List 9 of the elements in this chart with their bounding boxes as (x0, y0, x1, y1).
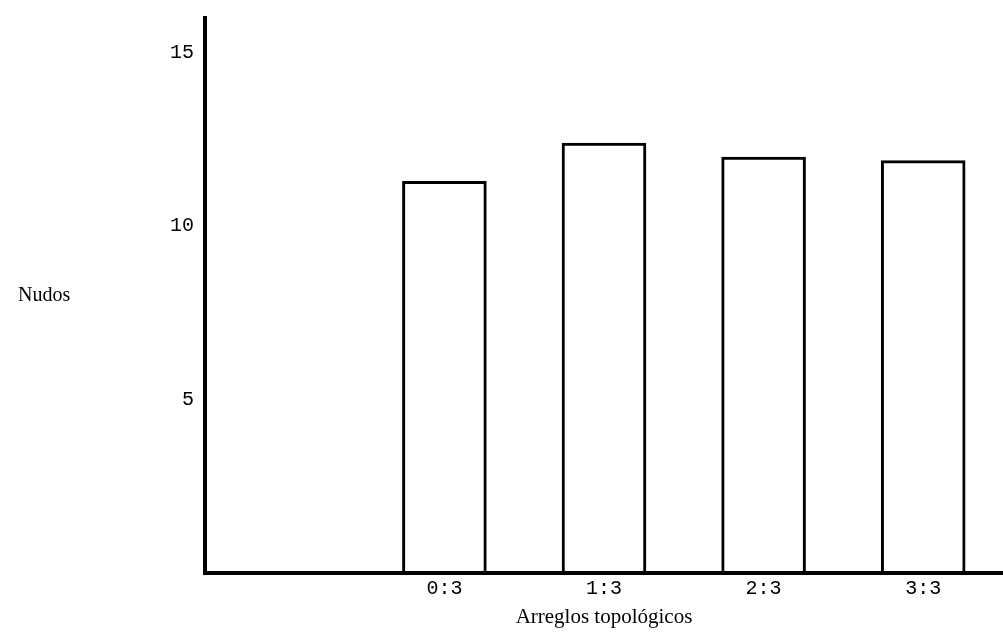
x-tick-label: 0:3 (426, 577, 463, 601)
x-tick-label: 3:3 (905, 577, 942, 601)
x-axis-title: Arreglos topológicos (515, 603, 693, 628)
y-tick-label: 10 (169, 214, 194, 238)
y-axis-title: Nudos (18, 282, 71, 305)
y-tick-label: 15 (169, 40, 194, 64)
y-tick-label: 5 (181, 387, 194, 411)
x-tick-label: 1:3 (585, 577, 623, 601)
x-tick-label: 2:3 (745, 577, 782, 601)
